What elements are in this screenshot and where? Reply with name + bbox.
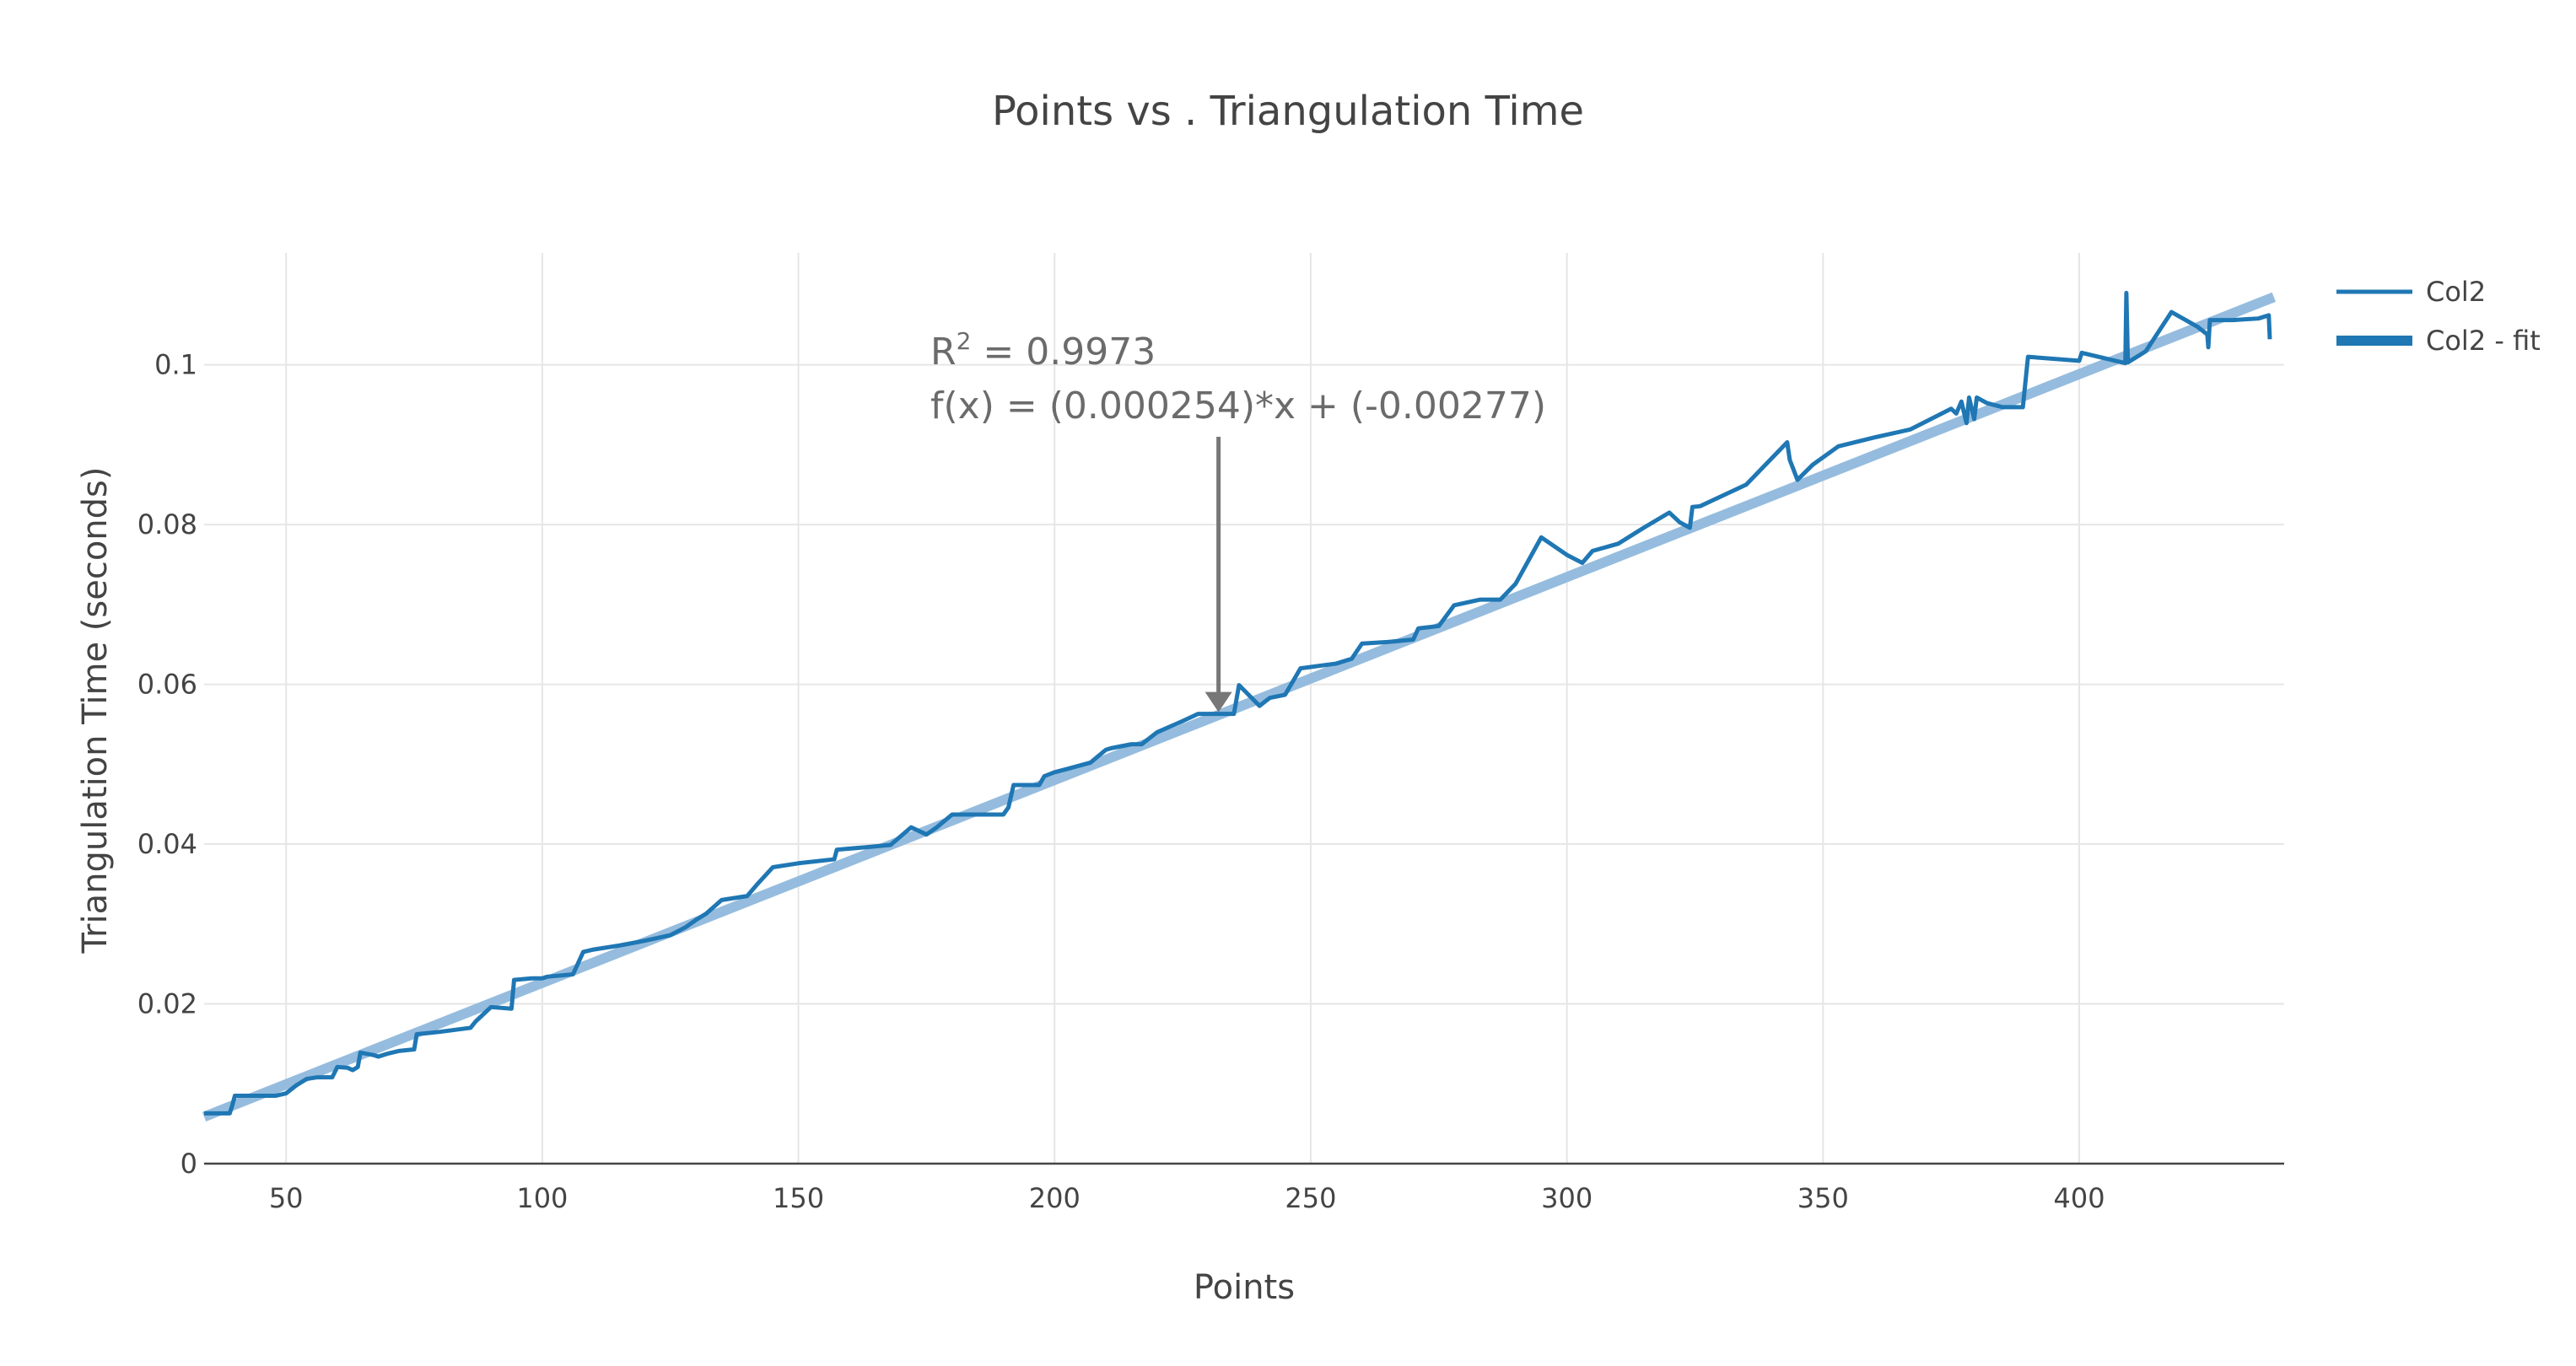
- legend: Col2 Col2 - fit: [2336, 276, 2541, 357]
- y-tick-label: 0.1: [154, 349, 197, 381]
- grid: [204, 253, 2284, 1164]
- y-tick-label: 0.04: [137, 828, 197, 860]
- data-line: [204, 290, 2272, 1116]
- annotation-arrowhead: [1204, 691, 1232, 713]
- annotation: R2 = 0.9973 f(x) = (0.000254)*x + (-0.00…: [930, 327, 1546, 713]
- y-tick-label: 0.08: [137, 508, 197, 540]
- x-tick-label: 350: [1797, 1182, 1849, 1214]
- legend-label-col2-fit: Col2 - fit: [2426, 325, 2541, 357]
- x-tick-label: 400: [2054, 1182, 2105, 1214]
- y-tick-label: 0.06: [137, 669, 197, 701]
- x-tick-label: 100: [516, 1182, 568, 1214]
- annotation-r2: R2 = 0.9973: [930, 327, 1156, 374]
- y-tick-label: 0.02: [137, 988, 197, 1020]
- x-tick-label: 200: [1029, 1182, 1081, 1214]
- x-axis-title: Points: [1194, 1268, 1295, 1307]
- x-tick-label: 300: [1541, 1182, 1592, 1214]
- fit-series: [202, 292, 2277, 1122]
- legend-item-col2-fit[interactable]: Col2 - fit: [2336, 325, 2541, 357]
- legend-label-col2: Col2: [2426, 276, 2486, 308]
- legend-item-col2[interactable]: Col2: [2336, 276, 2486, 308]
- axes: 50 100 150 200 250 300 350 400 0 0.02 0.04 0.06 0.08…: [137, 349, 2284, 1214]
- annotation-r2-base: R: [930, 331, 957, 374]
- annotation-r2-value: = 0.9973: [971, 331, 1156, 374]
- x-tick-label: 250: [1285, 1182, 1336, 1214]
- chart-title: Points vs . Triangulation Time: [992, 88, 1584, 135]
- x-tick-label: 50: [269, 1182, 304, 1214]
- data-series: [204, 290, 2272, 1116]
- y-axis-title: Triangulation Time (seconds): [76, 467, 115, 955]
- fit-line: [202, 292, 2277, 1122]
- annotation-fit-formula: f(x) = (0.000254)*x + (-0.00277): [930, 385, 1546, 428]
- annotation-r2-superscript: 2: [957, 327, 972, 355]
- x-tick-label: 150: [773, 1182, 824, 1214]
- y-tick-label: 0: [181, 1148, 197, 1180]
